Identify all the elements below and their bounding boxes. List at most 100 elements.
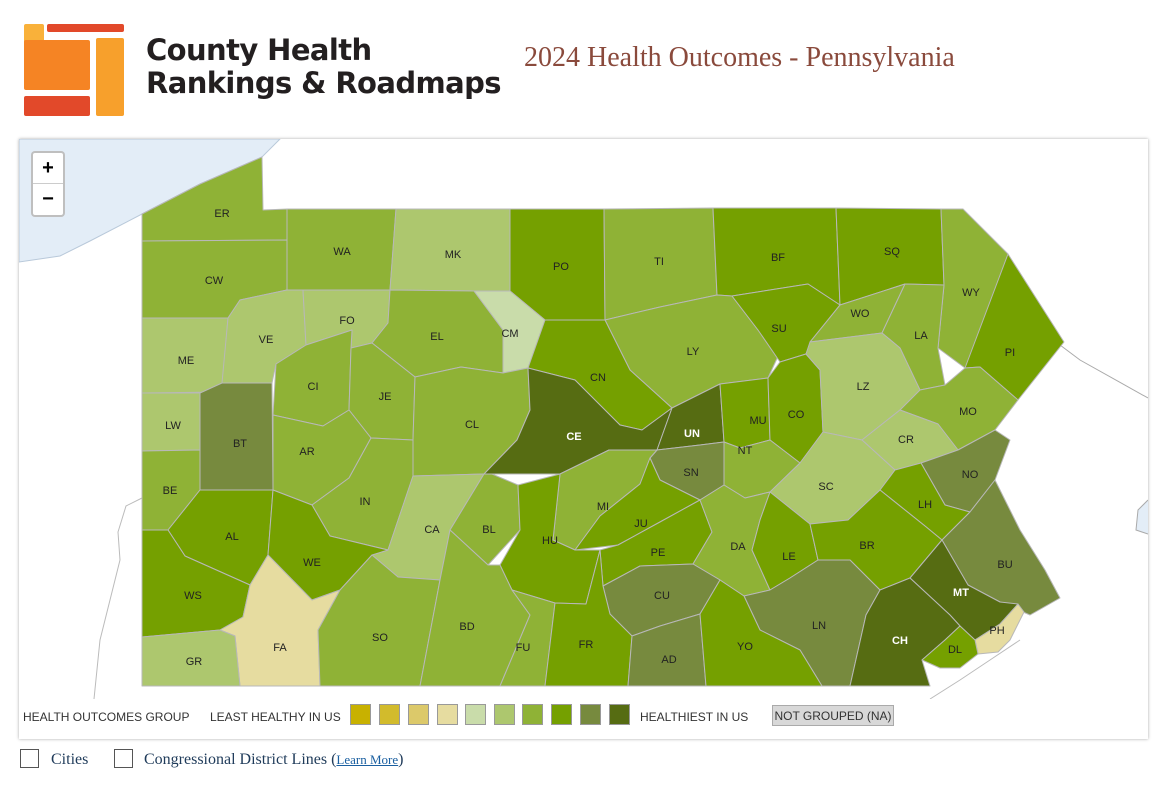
legend-swatch-9: [580, 704, 601, 725]
county-bt[interactable]: [199, 382, 274, 491]
brand-name: County Health Rankings & Roadmaps: [146, 33, 502, 100]
legend-swatch-1: [350, 704, 371, 725]
nj-border-south: [929, 639, 1021, 699]
zoom-out-button[interactable]: −: [33, 183, 63, 214]
county-label-cn: CN: [590, 372, 606, 384]
county-label-ce: CE: [566, 431, 581, 443]
county-label-un: UN: [684, 428, 700, 440]
legend-high-label: HEALTHIEST IN US: [640, 710, 749, 724]
county-label-lz: LZ: [857, 381, 870, 393]
county-label-la: LA: [914, 330, 928, 342]
county-label-mo: MO: [959, 406, 977, 418]
county-label-we: WE: [303, 557, 321, 569]
county-label-no: NO: [962, 469, 979, 481]
county-label-ly: LY: [687, 346, 700, 358]
county-label-pi: PI: [1005, 347, 1015, 359]
county-label-cw: CW: [205, 275, 224, 287]
county-fr[interactable]: [544, 549, 633, 687]
county-label-me: ME: [178, 355, 195, 367]
county-label-da: DA: [730, 541, 746, 553]
county-label-je: JE: [379, 391, 392, 403]
cities-checkbox[interactable]: [20, 749, 39, 768]
legend-title: HEALTH OUTCOMES GROUP: [23, 710, 190, 724]
county-label-cm: CM: [501, 328, 518, 340]
county-label-yo: YO: [737, 641, 753, 653]
county-label-fa: FA: [273, 642, 287, 654]
legend-low-label: LEAST HEALTHY IN US: [210, 710, 341, 724]
county-label-hu: HU: [542, 535, 558, 547]
county-label-nt: NT: [738, 445, 753, 457]
county-label-sc: SC: [818, 481, 833, 493]
county-gr[interactable]: [141, 629, 241, 687]
legend-swatch-4: [437, 704, 458, 725]
county-label-cr: CR: [898, 434, 914, 446]
county-label-bt: BT: [233, 438, 247, 450]
county-label-wy: WY: [962, 287, 980, 299]
legend-swatch-6: [494, 704, 515, 725]
county-label-cl: CL: [465, 419, 479, 431]
county-label-be: BE: [163, 485, 178, 497]
county-label-el: EL: [430, 331, 443, 343]
county-label-bl: BL: [482, 524, 495, 536]
legend-swatch-2: [379, 704, 400, 725]
districts-label-text: Congressional District Lines: [144, 751, 328, 768]
logo-icon: [24, 24, 124, 116]
brand-line-2: Rankings & Roadmaps: [146, 66, 502, 100]
cities-label: Cities: [51, 751, 89, 768]
county-label-ar: AR: [299, 446, 314, 458]
legend-swatch-5: [465, 704, 486, 725]
county-label-po: PO: [553, 261, 569, 273]
county-ph[interactable]: [974, 603, 1025, 655]
county-label-dl: DL: [948, 644, 962, 656]
border-line-west: [93, 497, 143, 699]
map-panel[interactable]: ER CW WA MK PO TI BF SQ WY ME VE FO EL CM LY SU WO LA PI CI…: [19, 139, 1148, 739]
county-label-in: IN: [360, 496, 371, 508]
legend-not-grouped: NOT GROUPED (NA): [772, 705, 894, 726]
legend: HEALTH OUTCOMES GROUP LEAST HEALTHY IN U…: [19, 701, 1148, 731]
county-label-ln: LN: [812, 620, 826, 632]
county-yo[interactable]: [699, 579, 823, 687]
county-label-co: CO: [788, 409, 805, 421]
county-label-pe: PE: [651, 547, 666, 559]
county-fu[interactable]: [499, 589, 556, 687]
county-label-le: LE: [782, 551, 795, 563]
county-label-er: ER: [214, 208, 229, 220]
county-label-bd: BD: [459, 621, 474, 633]
legend-swatch-7: [522, 704, 543, 725]
county-label-sq: SQ: [884, 246, 900, 258]
county-label-ca: CA: [424, 524, 440, 536]
learn-more-link[interactable]: Learn More: [336, 752, 399, 767]
county-label-bu: BU: [997, 559, 1012, 571]
county-label-ws: WS: [184, 590, 202, 602]
county-label-ju: JU: [634, 518, 648, 530]
pennsylvania-county-map[interactable]: ER CW WA MK PO TI BF SQ WY ME VE FO EL CM LY SU WO LA PI CI…: [19, 139, 1148, 699]
county-label-ph: PH: [989, 625, 1004, 637]
county-label-wa: WA: [333, 246, 351, 258]
county-label-br: BR: [859, 540, 874, 552]
brand-line-1: County Health: [146, 33, 372, 67]
county-dl[interactable]: [921, 625, 979, 669]
county-label-ti: TI: [654, 256, 664, 268]
districts-label: Congressional District Lines (Learn More…: [144, 751, 404, 768]
county-label-wo: WO: [851, 308, 870, 320]
county-label-mu: MU: [749, 415, 766, 427]
zoom-in-button[interactable]: +: [42, 157, 54, 179]
county-label-mt: MT: [953, 587, 969, 599]
county-mu[interactable]: [719, 377, 771, 449]
legend-swatch-10: [609, 704, 630, 725]
county-label-ad: AD: [661, 654, 676, 666]
border-line-east: [1135, 499, 1148, 535]
county-label-lw: LW: [165, 420, 181, 432]
legend-swatch-8: [551, 704, 572, 725]
county-label-lh: LH: [918, 499, 932, 511]
county-label-mi: MI: [597, 501, 609, 513]
districts-checkbox[interactable]: [114, 749, 133, 768]
county-label-ch: CH: [892, 635, 908, 647]
county-label-mk: MK: [445, 249, 462, 261]
county-label-ve: VE: [259, 334, 274, 346]
county-label-sn: SN: [683, 467, 698, 479]
county-label-fo: FO: [339, 315, 355, 327]
county-label-cu: CU: [654, 590, 670, 602]
county-label-gr: GR: [186, 656, 203, 668]
county-label-ci: CI: [308, 381, 319, 393]
